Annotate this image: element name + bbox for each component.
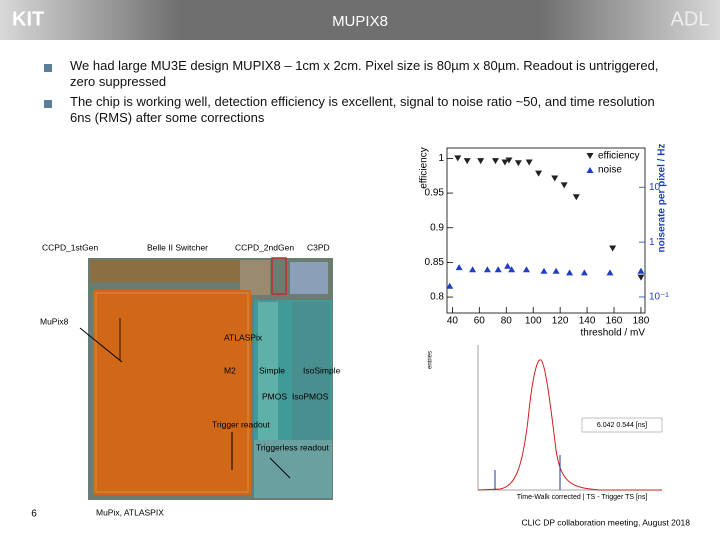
chip-label: IsoPMOS [292, 391, 329, 401]
y-tick-label: 0.9 [430, 222, 444, 233]
chip-image [79, 257, 333, 500]
chip-label: C3PD [307, 242, 330, 252]
timing-y-label: entries [428, 351, 434, 369]
chip-label: ATLASPix [224, 332, 263, 342]
timing-x-label: Time-Walk corrected | TS - Trigger TS [n… [517, 494, 648, 501]
slide-title: MUPIX8 [332, 13, 388, 30]
legend-marker [586, 167, 594, 173]
data-point [469, 266, 477, 273]
data-point [505, 157, 513, 164]
fit-label: 6.042 0.544 [ns] [597, 422, 647, 429]
data-point [566, 269, 574, 276]
chip-label: Trigger readout [212, 419, 270, 429]
data-point [494, 266, 502, 273]
data-point [491, 158, 499, 165]
data-point [606, 269, 614, 276]
footer-text: CLIC DP collaboration meeting, August 20… [521, 517, 690, 527]
x-tick-label: 160 [606, 316, 623, 327]
y2-tick-label: 1 [649, 237, 655, 248]
data-point [525, 159, 533, 166]
page-number: 6 [31, 509, 37, 520]
data-point [560, 182, 568, 189]
chip-label: IsoSimple [303, 365, 341, 375]
data-point [580, 269, 588, 276]
data-point [637, 274, 645, 281]
data-point [508, 266, 516, 273]
y2-tick-label: 10 [649, 182, 661, 193]
data-point [540, 267, 548, 274]
data-point [446, 282, 454, 289]
x-tick-label: 180 [633, 316, 650, 327]
data-point [454, 155, 462, 162]
y-tick-label: 1 [438, 153, 444, 164]
data-point [552, 267, 560, 274]
x-tick-label: 40 [447, 316, 459, 327]
chip-label: CCPD_2ndGen [235, 242, 294, 252]
chip-label: Belle II Switcher [147, 242, 208, 252]
data-point [477, 158, 485, 165]
logo-right: ADL [671, 8, 710, 30]
data-point [551, 175, 559, 182]
y-tick-label: 0.95 [425, 188, 445, 199]
x-axis-label: threshold / mV [581, 328, 646, 339]
y2-axis-label: noiserate per pixel / Hz [657, 144, 668, 253]
header-bar [0, 0, 720, 40]
y2-tick-label: 10⁻¹ [649, 292, 669, 303]
data-point [501, 159, 509, 166]
x-tick-label: 80 [501, 316, 513, 327]
chip-label: CCPD_1stGen [42, 242, 98, 252]
data-point [514, 160, 522, 167]
chip-label: Simple [259, 365, 285, 375]
bullet-text: We had large MU3E design MUPIX8 – 1cm x … [70, 58, 659, 89]
x-tick-label: 100 [525, 316, 542, 327]
y-tick-label: 0.85 [425, 257, 445, 268]
timing-plot [477, 345, 663, 491]
data-point [535, 170, 543, 177]
chip-label: MuPix8 [40, 316, 69, 326]
chip-label: PMOS [262, 391, 287, 401]
data-point [504, 262, 512, 269]
data-point [463, 158, 471, 165]
bullet-text: The chip is working well, detection effi… [70, 94, 655, 125]
legend-marker [586, 153, 594, 159]
bullet-icon [44, 64, 52, 72]
x-tick-label: 120 [552, 316, 569, 327]
chip-label: M2 [224, 365, 236, 375]
legend-label: efficiency [598, 151, 640, 162]
data-point [637, 267, 645, 274]
logo-left: KIT [12, 8, 44, 30]
data-point [483, 266, 491, 273]
x-tick-label: 140 [579, 316, 596, 327]
data-point [522, 266, 530, 273]
x-tick-label: 60 [474, 316, 486, 327]
data-point [455, 264, 463, 271]
chip-caption: MuPix, ATLASPIX [96, 507, 164, 517]
data-point [572, 194, 580, 201]
plot-frame [446, 147, 646, 314]
data-point [609, 245, 617, 252]
legend-label: noise [598, 165, 622, 176]
y-axis-label: efficiency [419, 147, 430, 189]
chip-label: Triggerless readout [256, 442, 330, 452]
bullet-icon [44, 100, 52, 108]
y-tick-label: 0.8 [430, 292, 444, 303]
